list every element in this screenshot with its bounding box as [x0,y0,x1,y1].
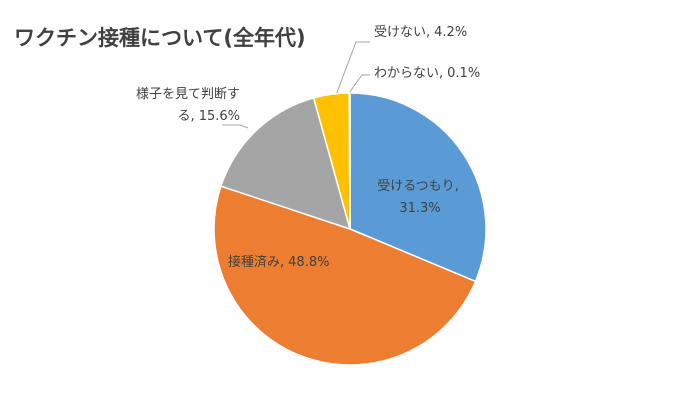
category-label: 接種済み [228,255,288,270]
pie-slice [348,92,351,230]
data-label: 受けない4.2% [374,22,514,44]
leader-line [222,124,249,129]
leader-line [335,41,370,96]
pie-slice [349,92,487,283]
chart-title: ワクチン接種について(全年代) [14,26,306,50]
leader-line [348,74,370,94]
category-label: わからない [374,66,447,81]
category-label: 受けない [374,25,434,40]
category-label: 受けるつもり [377,179,463,194]
data-label: 様子を見て判断する15.6% [120,84,240,128]
data-label: わからない0.1% [374,63,524,85]
value-label: 31.3% [399,201,441,216]
pie-slice [219,97,352,231]
pie-slice [213,185,477,366]
value-label: 4.2% [434,25,468,40]
data-label: 受けるつもり 31.3% [365,176,475,220]
data-label: 接種済み48.8% [228,252,368,274]
value-label: 48.8% [288,255,330,270]
value-label: 0.1% [447,66,481,81]
value-label: 15.6% [198,109,240,124]
